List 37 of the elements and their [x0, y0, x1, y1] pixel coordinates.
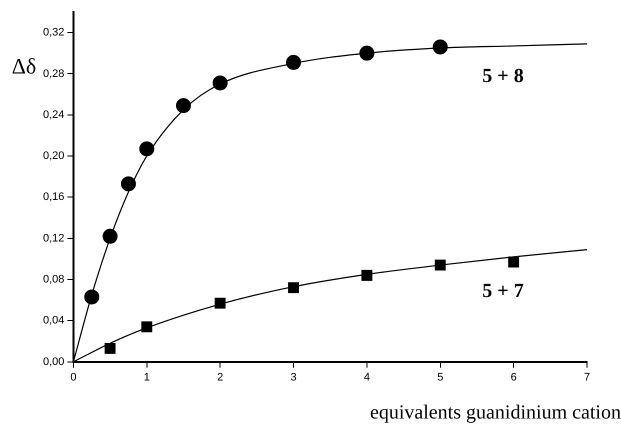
point [508, 256, 520, 268]
point [102, 228, 118, 244]
x-tick-label: 4 [364, 371, 370, 384]
point [359, 46, 374, 61]
point [214, 298, 226, 309]
x-tick-label: 1 [144, 371, 150, 384]
y-tick-label: 0,12 [42, 232, 64, 244]
point [288, 282, 299, 294]
point [176, 98, 191, 114]
series-label: 5 + 7 [482, 280, 524, 302]
point [141, 321, 152, 332]
y-tick-label: 0,24 [42, 108, 64, 121]
y-tick-label: 0,28 [42, 68, 64, 80]
x-tick-label: 0 [70, 371, 76, 384]
point [104, 342, 116, 354]
point [434, 260, 446, 271]
x-tick-label: 5 [437, 371, 444, 384]
x-tick-label: 7 [584, 371, 590, 384]
y-tick-label: 0,08 [42, 274, 64, 286]
y-tick-label: 0,00 [42, 356, 64, 368]
y-tick-label: 0,20 [42, 150, 64, 162]
point [139, 141, 154, 156]
y-tick-label: 0,32 [42, 26, 64, 39]
point [212, 75, 228, 90]
x-axis-title: equivalents guanidinium cation [370, 401, 621, 424]
x-tick-label: 2 [217, 371, 224, 384]
x-tick-label: 6 [510, 371, 517, 384]
point [84, 289, 100, 304]
y-tick-label: 0,04 [42, 314, 64, 327]
y-axis-title: Δδ [12, 54, 36, 79]
point [120, 176, 136, 192]
y-tick-label: 0,16 [42, 191, 64, 204]
point [432, 39, 448, 54]
point [361, 270, 372, 281]
x-tick-label: 3 [290, 371, 297, 384]
point [286, 54, 302, 70]
series-label: 5 + 8 [482, 65, 524, 88]
